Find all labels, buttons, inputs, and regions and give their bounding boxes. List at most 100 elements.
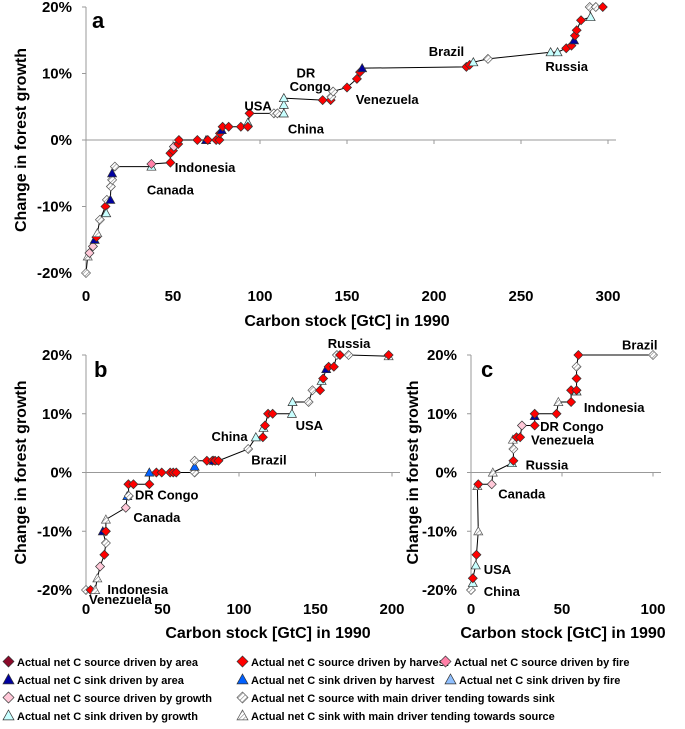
- data-point-harvest-source: [573, 350, 584, 360]
- legend-label: Actual net C sink with main driver tendi…: [251, 711, 555, 723]
- hatched-triangle-marker-icon: [236, 709, 251, 725]
- legend-item-harvest-source: Actual net C source driven by harvest: [236, 655, 448, 671]
- data-point-tend-sink: [648, 350, 658, 360]
- country-label: DR: [297, 65, 316, 80]
- legend-marker: [2, 709, 15, 721]
- country-label: Russia: [545, 59, 588, 74]
- data-point-harvest-source: [351, 73, 362, 84]
- legend-item-harvest-sink: Actual net C sink driven by harvest: [236, 673, 434, 689]
- data-point-harvest-source: [317, 95, 328, 106]
- legend-label: Actual net C source driven by growth: [17, 693, 212, 705]
- legend: Actual net C source driven by area Actua…: [0, 653, 685, 729]
- data-point-harvest-source: [257, 432, 268, 443]
- data-point-growth-sink: [278, 99, 289, 109]
- diamond-marker-icon: [236, 655, 251, 671]
- legend-marker: [2, 673, 15, 685]
- data-point-harvest-source: [342, 82, 352, 93]
- data-point-tend-sink: [107, 174, 118, 185]
- y-axis-title: Change in forest growth: [13, 381, 30, 565]
- data-point-harvest-source: [244, 108, 255, 119]
- y-tick-label: 0%: [50, 132, 72, 149]
- legend-item-tend-source: Actual net C sink with main driver tendi…: [236, 709, 555, 725]
- panel-letter: c: [481, 357, 493, 382]
- country-label: Canada: [498, 486, 546, 501]
- data-point-growth-sink: [278, 92, 289, 103]
- data-point-tend-sink: [343, 350, 354, 360]
- panel-letter: a: [92, 8, 105, 33]
- data-point-tend-source: [553, 396, 564, 406]
- country-label: Congo: [290, 79, 331, 94]
- y-tick-label: -10%: [422, 523, 457, 540]
- data-point-growth-sink: [468, 56, 479, 67]
- data-point-tend-sink: [100, 538, 111, 548]
- data-point-harvest-source: [571, 373, 582, 384]
- legend-label: Actual net C sink driven by growth: [17, 711, 198, 723]
- legend-label: Actual net C source driven by fire: [454, 657, 630, 669]
- data-point-tend-sink: [466, 585, 476, 595]
- data-point-growth-sink: [101, 207, 112, 218]
- data-point-growth-source: [516, 420, 527, 431]
- data-point-harvest-source: [202, 135, 213, 145]
- data-point-growth-sink: [552, 46, 563, 57]
- data-point-tend-sink: [272, 108, 283, 119]
- data-point-tend-source: [92, 573, 103, 583]
- legend-item-fire-source: Actual net C source driven by fire: [439, 655, 629, 671]
- data-point-tend-sink: [328, 86, 339, 97]
- data-point-harvest-source: [173, 135, 184, 145]
- data-point-tend-sink: [105, 181, 116, 192]
- y-axis-title: Change in forest growth: [13, 48, 30, 232]
- data-point-tend-sink: [123, 491, 134, 501]
- x-tick-label: 150: [303, 601, 328, 618]
- legend-marker: [439, 655, 452, 668]
- data-point-growth-source: [486, 479, 497, 490]
- data-point-area-sink: [357, 62, 368, 73]
- data-point-harvest-sink: [144, 467, 155, 477]
- legend-item-tend-sink: Actual net C source with main driver ten…: [236, 691, 555, 707]
- legend-label: Actual net C sink driven by harvest: [251, 675, 435, 687]
- data-point-tend-sink: [94, 214, 105, 225]
- triangle-marker-icon: [444, 673, 459, 689]
- data-point-harvest-source: [551, 408, 562, 419]
- x-tick-label: 100: [640, 601, 665, 618]
- panel-a: -20% -10% 0% 10% 20% 0 50 100 150 200 250 300 Carbon…: [13, 0, 621, 330]
- country-label: DR Congo: [135, 488, 199, 503]
- data-point-tend-source: [100, 514, 111, 524]
- legend-marker: [2, 655, 15, 668]
- data-point-growth-sink: [286, 408, 298, 418]
- country-label: USA: [244, 99, 272, 114]
- data-point-tend-source: [92, 227, 103, 238]
- legend-item-area-sink: Actual net C sink driven by area: [2, 673, 184, 689]
- x-axis-title: Carbon stock [GtC] in 1990: [460, 625, 665, 642]
- country-label: Canada: [147, 183, 195, 198]
- y-tick-label: -20%: [422, 582, 457, 599]
- country-label: Russia: [526, 458, 569, 473]
- data-point-harvest-source: [467, 573, 478, 584]
- data-point-tend-source: [473, 526, 484, 536]
- data-point-tend-sink: [482, 53, 493, 64]
- legend-label: Actual net C source with main driver ten…: [251, 693, 555, 705]
- legend-label: Actual net C source driven by area: [17, 657, 198, 669]
- data-point-harvest-source: [318, 373, 329, 384]
- legend-marker: [236, 655, 249, 668]
- y-axis-title: Change in forest growth: [405, 381, 422, 565]
- panel-c: -20% -10% 0% 10% 20% 0 50 100 Carbon stock [GtC]…: [405, 338, 666, 642]
- data-point-harvest-source: [223, 121, 234, 132]
- data-point-area-sink: [105, 194, 116, 204]
- triangle-marker-icon: [2, 709, 17, 725]
- data-point-tend-sink: [508, 444, 519, 454]
- data-point-harvest-source: [171, 467, 182, 478]
- country-label: Indonesia: [175, 160, 236, 175]
- x-tick-label: 0: [82, 288, 90, 305]
- data-point-harvest-source: [334, 350, 345, 360]
- country-label: Brazil: [251, 452, 286, 467]
- x-tick-label: 50: [554, 601, 571, 618]
- x-tick-label: 50: [165, 288, 182, 305]
- data-point-tend-sink: [571, 361, 582, 372]
- y-tick-label: 20%: [42, 0, 72, 16]
- country-label: Venezuela: [89, 592, 153, 607]
- data-point-tend-sink: [81, 268, 91, 278]
- data-point-harvest-source: [156, 467, 167, 478]
- x-tick-label: 50: [154, 601, 171, 618]
- data-point-harvest-source: [571, 25, 582, 36]
